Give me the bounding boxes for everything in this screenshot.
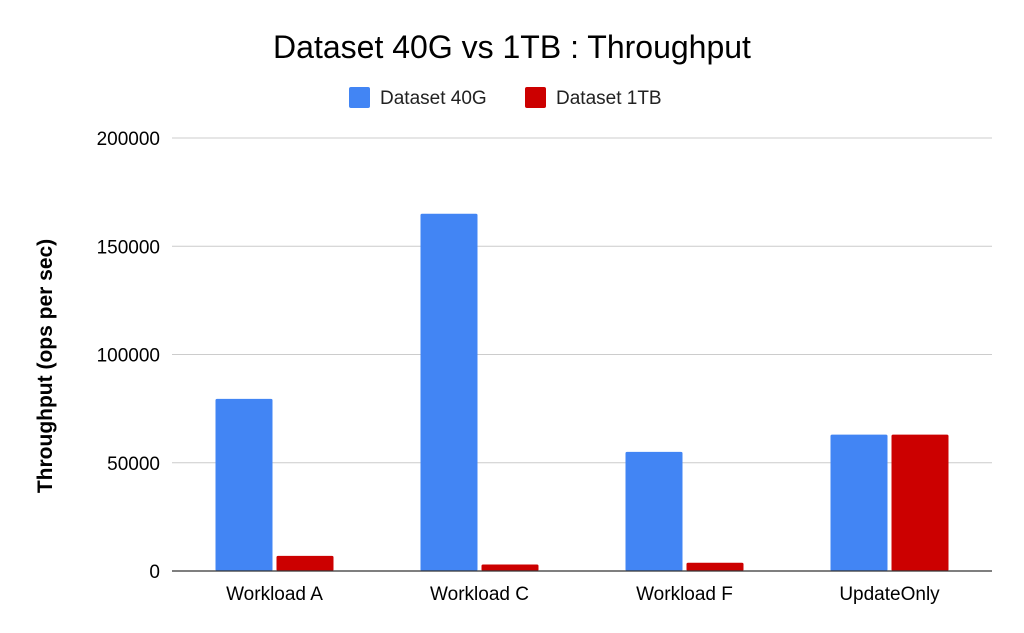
y-tick-label: 150000 — [97, 237, 160, 258]
chart-title: Dataset 40G vs 1TB : Throughput — [273, 29, 751, 65]
bar-dataset-40g-updateonly — [830, 434, 888, 571]
x-tick-label: Workload A — [226, 584, 323, 605]
gridlines — [172, 137, 992, 464]
bar-dataset-1tb-workload-f — [686, 562, 744, 571]
y-tick-label: 100000 — [97, 346, 160, 367]
legend-swatch-dataset-40g — [349, 87, 370, 108]
y-tick-label: 50000 — [107, 454, 160, 475]
bar-dataset-40g-workload-f — [625, 451, 683, 571]
bar-dataset-1tb-workload-c — [481, 564, 539, 571]
bar-dataset-1tb-updateonly — [891, 434, 949, 571]
y-tick-label: 200000 — [97, 129, 160, 150]
x-tick-label: Workload C — [430, 584, 529, 605]
x-tick-label: UpdateOnly — [839, 584, 940, 605]
x-axis-ticks: Workload A Workload C Workload F UpdateOnly — [226, 584, 940, 605]
legend-label-dataset-40g: Dataset 40G — [380, 88, 487, 109]
y-axis-title: Throughput (ops per sec) — [34, 239, 57, 493]
legend: Dataset 40G Dataset 1TB — [349, 87, 662, 109]
bars — [172, 213, 992, 572]
legend-label-dataset-1tb: Dataset 1TB — [556, 88, 662, 109]
bar-dataset-40g-workload-c — [420, 213, 478, 571]
legend-swatch-dataset-1tb — [525, 87, 546, 108]
x-tick-label: Workload F — [636, 584, 733, 605]
y-tick-label: 0 — [149, 562, 160, 583]
bar-dataset-1tb-workload-a — [276, 555, 334, 571]
y-axis-ticks: 0 50000 100000 150000 200000 — [97, 129, 160, 583]
bar-dataset-40g-workload-a — [215, 398, 273, 571]
